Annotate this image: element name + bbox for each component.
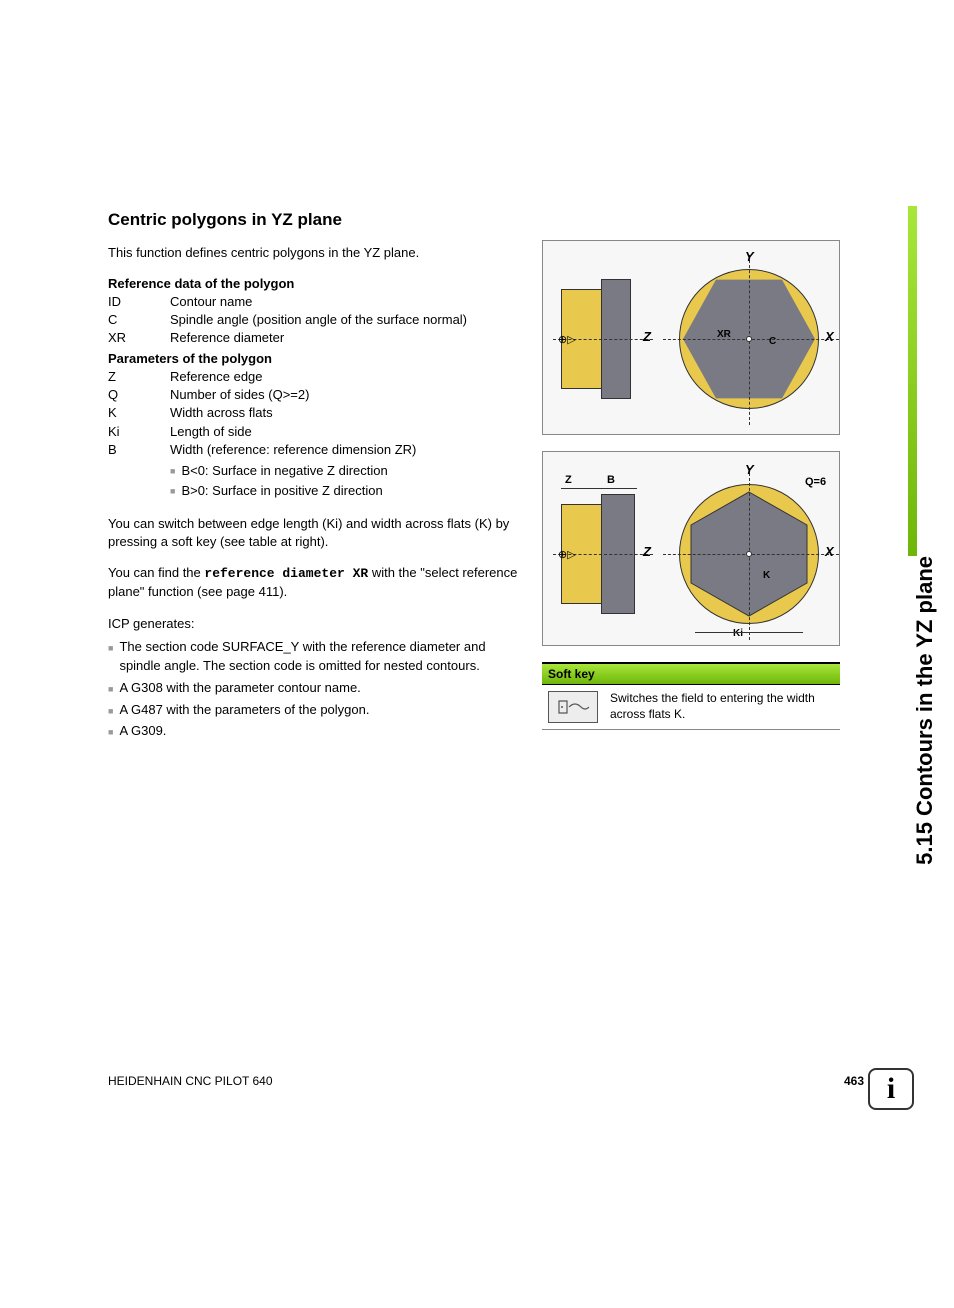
footer-left: HEIDENHAIN CNC PILOT 640 <box>108 1074 273 1088</box>
icp-item: The section code SURFACE_Y with the refe… <box>108 638 518 676</box>
bullet-item: B>0: Surface in positive Z direction <box>170 481 518 501</box>
param-row: CSpindle angle (position angle of the su… <box>108 311 518 329</box>
side-tab-text: 5.15 Contours in the YZ plane <box>912 556 938 865</box>
icp-item: A G309. <box>108 722 518 741</box>
param-row: KiLength of side <box>108 423 518 441</box>
para-switch: You can switch between edge length (Ki) … <box>108 515 518 550</box>
param-row: QNumber of sides (Q>=2) <box>108 386 518 404</box>
softkey-icon[interactable] <box>548 691 598 723</box>
page-number: 463 <box>844 1074 864 1088</box>
param-row: BWidth (reference: reference dimension Z… <box>108 441 518 459</box>
info-icon[interactable]: i <box>868 1068 914 1110</box>
softkey-table: Soft key Switches the field to entering … <box>542 662 840 730</box>
param-row: XRReference diameter <box>108 329 518 347</box>
diagram-2: Z B Z ⊕▷ Y X Q=6 K Ki <box>542 451 840 646</box>
poly-heading: Parameters of the polygon <box>108 351 518 366</box>
icp-heading: ICP generates: <box>108 615 518 633</box>
diagram-1: Z ⊕▷ Y X XR C <box>542 240 840 435</box>
param-row: KWidth across flats <box>108 404 518 422</box>
intro-text: This function defines centric polygons i… <box>108 244 518 262</box>
ref-heading: Reference data of the polygon <box>108 276 518 291</box>
page-heading: Centric polygons in YZ plane <box>108 210 518 230</box>
icp-item: A G487 with the parameters of the polygo… <box>108 701 518 720</box>
icp-item: A G308 with the parameter contour name. <box>108 679 518 698</box>
bullet-item: B<0: Surface in negative Z direction <box>170 461 518 481</box>
softkey-header: Soft key <box>542 663 840 685</box>
param-row: IDContour name <box>108 293 518 311</box>
side-tab: 5.15 Contours in the YZ plane <box>884 206 914 556</box>
footer: HEIDENHAIN CNC PILOT 640 463 <box>108 1074 864 1088</box>
softkey-desc: Switches the field to entering the width… <box>604 685 840 730</box>
para-xr: You can find the reference diameter XR w… <box>108 564 518 600</box>
param-row: ZReference edge <box>108 368 518 386</box>
